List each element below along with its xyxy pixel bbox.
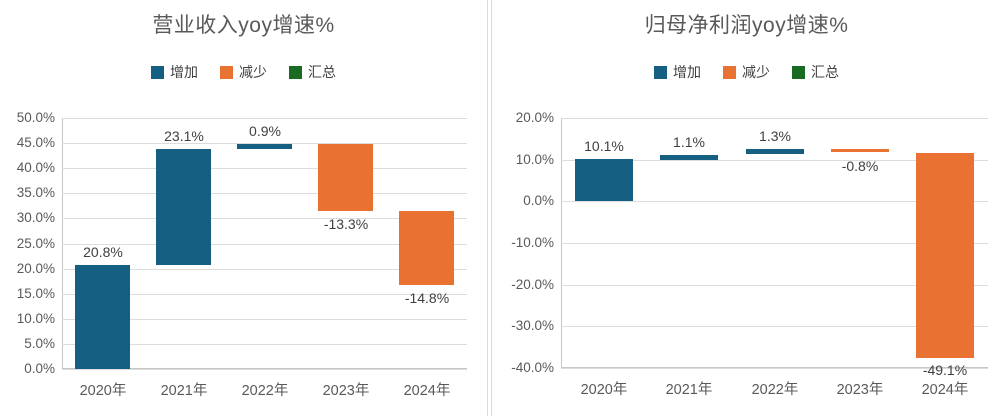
y-axis-tick-label: 20.0%: [16, 261, 55, 276]
legend-item-total[interactable]: 汇总: [792, 62, 839, 82]
gridline: [561, 201, 988, 202]
decrease-swatch-icon: [220, 65, 233, 79]
increase-swatch-icon: [654, 65, 667, 79]
legend-label: 增加: [170, 64, 198, 80]
gridline: [561, 285, 988, 286]
data-label: -13.3%: [323, 216, 369, 232]
x-axis-tick-label: 2022年: [751, 382, 799, 398]
legend-label: 增加: [673, 64, 701, 80]
waterfall-bar-2024年: [916, 153, 974, 358]
y-axis-tick-label: 50.0%: [16, 110, 55, 125]
revenue-yoy-waterfall-chart[interactable]: 营业收入yoy增速% 增加 减少 汇总 50.0% 45.0% 40.0% 35.0%…: [0, 0, 487, 416]
y-axis-tick-label: 35.0%: [16, 185, 55, 200]
waterfall-bar-2021年: [156, 149, 211, 265]
gridline: [561, 118, 988, 119]
x-axis-tick-label: 2020年: [79, 383, 127, 399]
gridline: [561, 368, 988, 369]
y-axis-tick-label: 5.0%: [24, 336, 55, 351]
data-label: 20.8%: [83, 244, 123, 260]
legend-label: 汇总: [811, 64, 839, 80]
y-axis-tick-label: 15.0%: [16, 286, 55, 301]
x-axis-tick-label: 2020年: [580, 382, 628, 398]
legend-item-increase[interactable]: 增加: [151, 62, 198, 82]
y-axis-tick-label: 0.0%: [523, 193, 554, 208]
gridline: [62, 143, 467, 144]
y-axis-tick-label: 40.0%: [16, 160, 55, 175]
waterfall-bar-2023年: [318, 144, 373, 211]
total-swatch-icon: [289, 65, 302, 79]
net-profit-yoy-waterfall-chart[interactable]: 归母净利润yoy增速% 增加 减少 汇总 20.0% 10.0% 0.0% -10.0…: [493, 0, 1000, 416]
gridline: [62, 269, 467, 270]
legend-label: 减少: [239, 64, 267, 80]
gridline: [62, 168, 467, 169]
waterfall-bar-2021年: [660, 155, 718, 160]
gridline: [561, 326, 988, 327]
y-axis-tick-label: -20.0%: [511, 277, 554, 292]
x-axis-tick-label: 2021年: [160, 383, 208, 399]
x-axis-tick-label: 2021年: [665, 382, 713, 398]
waterfall-bar-2023年: [831, 149, 889, 152]
y-axis-tick-label: -30.0%: [511, 318, 554, 333]
y-axis-tick-label: 20.0%: [515, 110, 554, 125]
data-label: 0.9%: [249, 123, 281, 139]
gridline: [561, 160, 988, 161]
legend-label: 减少: [742, 64, 770, 80]
worksheet-gridline: [487, 0, 488, 416]
data-label: 1.1%: [673, 134, 705, 150]
x-axis-tick-label: 2022年: [241, 383, 289, 399]
data-label: -0.8%: [841, 158, 879, 174]
y-axis-tick-label: 0.0%: [24, 361, 55, 376]
increase-swatch-icon: [151, 65, 164, 79]
data-label: -49.1%: [922, 362, 968, 378]
decrease-swatch-icon: [723, 65, 736, 79]
total-swatch-icon: [792, 65, 805, 79]
chart-legend: 增加 减少 汇总: [0, 62, 487, 82]
plot-area: [62, 118, 467, 369]
worksheet-gridline: [491, 0, 492, 416]
chart-legend: 增加 减少 汇总: [493, 62, 1000, 82]
y-axis-tick-label: 30.0%: [16, 210, 55, 225]
y-axis-tick-label: 10.0%: [515, 152, 554, 167]
legend-item-increase[interactable]: 增加: [654, 62, 701, 82]
y-axis-tick-label: -40.0%: [511, 360, 554, 375]
x-axis-tick-label: 2023年: [836, 382, 884, 398]
gridline: [62, 244, 467, 245]
legend-item-decrease[interactable]: 减少: [723, 62, 770, 82]
gridline: [62, 344, 467, 345]
y-axis-tick-label: -10.0%: [511, 235, 554, 250]
data-label: -14.8%: [404, 290, 450, 306]
x-axis-tick-label: 2024年: [921, 382, 969, 398]
legend-item-decrease[interactable]: 减少: [220, 62, 267, 82]
waterfall-bar-2022年: [746, 149, 804, 154]
legend-label: 汇总: [308, 64, 336, 80]
data-label: 23.1%: [164, 128, 204, 144]
y-axis-tick-label: 45.0%: [16, 135, 55, 150]
gridline: [62, 193, 467, 194]
gridline: [62, 218, 467, 219]
data-label: 10.1%: [584, 138, 624, 154]
x-axis-tick-label: 2024年: [403, 383, 451, 399]
legend-item-total[interactable]: 汇总: [289, 62, 336, 82]
gridline: [561, 243, 988, 244]
waterfall-bar-2024年: [399, 211, 454, 285]
gridline: [62, 118, 467, 119]
gridline: [62, 369, 467, 370]
chart-title: 归母净利润yoy增速%: [644, 14, 849, 37]
x-axis-tick-label: 2023年: [322, 383, 370, 399]
y-axis-tick-label: 10.0%: [16, 311, 55, 326]
gridline: [62, 294, 467, 295]
data-label: 1.3%: [759, 128, 791, 144]
chart-title: 营业收入yoy增速%: [152, 14, 335, 37]
gridline: [62, 319, 467, 320]
y-axis-tick-label: 25.0%: [16, 236, 55, 251]
waterfall-bar-2020年: [75, 265, 130, 369]
waterfall-bar-2022年: [237, 144, 292, 149]
waterfall-bar-2020年: [575, 159, 633, 201]
